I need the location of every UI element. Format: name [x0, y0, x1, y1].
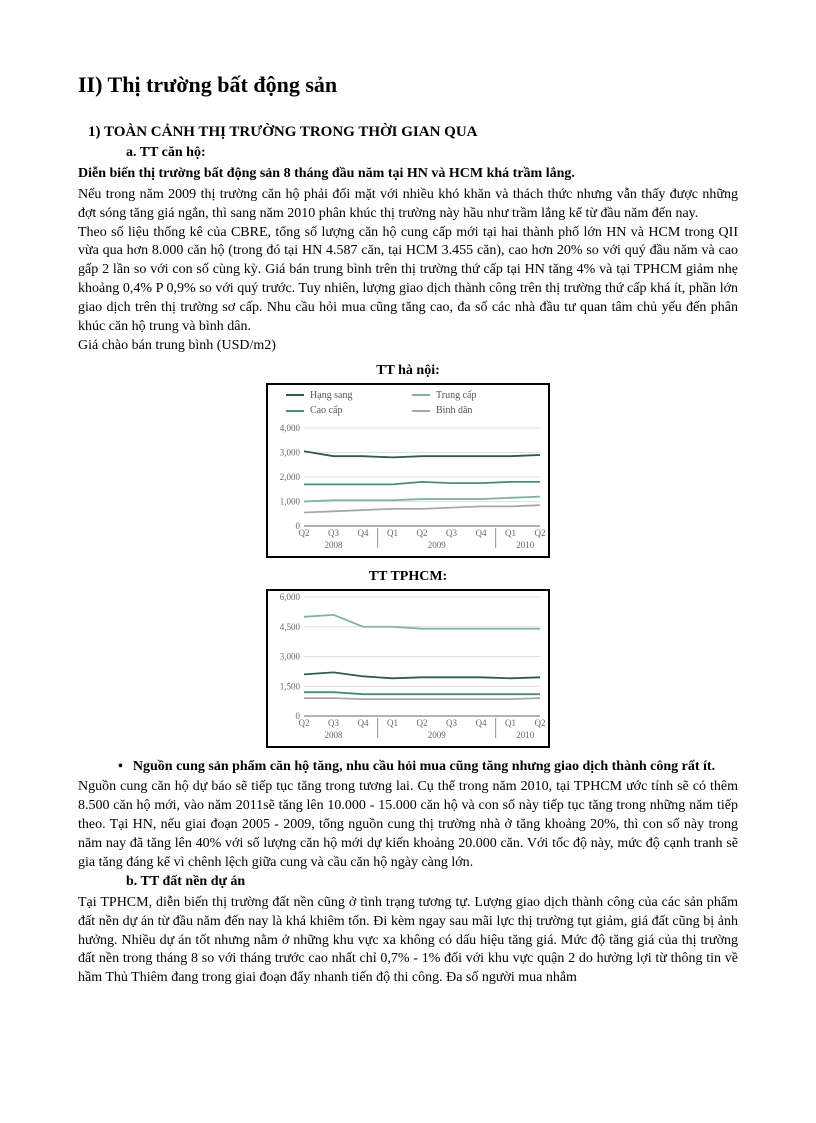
svg-text:Q3: Q3 — [446, 718, 457, 728]
legend-item: Cao cấp — [286, 404, 412, 418]
svg-text:Q3: Q3 — [446, 528, 457, 538]
paragraph-2: Theo số liệu thống kê của CBRE, tổng số … — [78, 224, 738, 337]
svg-text:Q2: Q2 — [417, 718, 428, 728]
svg-text:Q2: Q2 — [535, 528, 546, 538]
svg-text:Q2: Q2 — [299, 528, 310, 538]
legend-swatch — [286, 394, 304, 396]
paragraph-1: Nếu trong năm 2009 thị trường căn hộ phả… — [78, 186, 738, 224]
heading-1a: a. TT căn hộ: — [126, 144, 738, 163]
svg-text:Q3: Q3 — [328, 528, 339, 538]
svg-text:2009: 2009 — [428, 730, 447, 740]
bullet-dot-icon: • — [118, 758, 123, 777]
legend-item: Trung cấp — [412, 389, 538, 403]
chart-1-wrap: Hạng sangTrung cấpCao cấpBình dân 01,000… — [78, 383, 738, 558]
svg-text:4,500: 4,500 — [280, 621, 301, 631]
chart-2-box: 01,5003,0004,5006,000Q2Q3Q4Q1Q2Q3Q4Q1Q22… — [266, 589, 550, 748]
chart-1-legend: Hạng sang Trung cấp Cao cấp Bình dân — [268, 385, 548, 422]
svg-text:2008: 2008 — [325, 730, 344, 740]
svg-text:Q4: Q4 — [358, 528, 369, 538]
svg-text:1,500: 1,500 — [280, 681, 301, 691]
chart-1-box: Hạng sangTrung cấpCao cấpBình dân 01,000… — [266, 383, 550, 558]
svg-text:2008: 2008 — [325, 540, 344, 550]
heading-1: 1) TOÀN CẢNH THỊ TRƯỜNG TRONG THỜI GIAN … — [88, 122, 738, 142]
bullet-1-text: Nguồn cung sản phẩm căn hộ tăng, nhu cầu… — [133, 758, 715, 777]
svg-text:Q4: Q4 — [476, 718, 487, 728]
svg-text:Q2: Q2 — [299, 718, 310, 728]
page-title: II) Thị trường bất động sản — [78, 70, 738, 100]
legend-swatch — [286, 410, 304, 412]
svg-text:Q3: Q3 — [328, 718, 339, 728]
chart-2-wrap: 01,5003,0004,5006,000Q2Q3Q4Q1Q2Q3Q4Q1Q22… — [78, 589, 738, 748]
heading-1b: b. TT đất nền dự án — [126, 873, 738, 892]
legend-label: Hạng sang — [310, 389, 353, 403]
svg-text:Q2: Q2 — [535, 718, 546, 728]
legend-item: Hạng sang — [286, 389, 412, 403]
legend-label: Bình dân — [436, 404, 472, 418]
chart-2-caption: TT TPHCM: — [78, 568, 738, 587]
svg-text:Q1: Q1 — [387, 528, 398, 538]
paragraph-4: Nguồn cung căn hộ dự báo sẽ tiếp tục tăn… — [78, 778, 738, 872]
svg-text:1,000: 1,000 — [280, 496, 301, 506]
chart-1-plot: 01,0002,0003,0004,000Q2Q3Q4Q1Q2Q3Q4Q1Q22… — [268, 422, 548, 556]
svg-text:3,000: 3,000 — [280, 447, 301, 457]
svg-text:2010: 2010 — [516, 540, 535, 550]
legend-item: Bình dân — [412, 404, 538, 418]
document-page: II) Thị trường bất động sản 1) TOÀN CẢNH… — [0, 0, 816, 1123]
svg-text:Q4: Q4 — [476, 528, 487, 538]
chart-2-plot: 01,5003,0004,5006,000Q2Q3Q4Q1Q2Q3Q4Q1Q22… — [268, 591, 548, 746]
svg-text:4,000: 4,000 — [280, 423, 301, 433]
svg-text:Q4: Q4 — [358, 718, 369, 728]
legend-label: Cao cấp — [310, 404, 343, 418]
paragraph-3: Giá chào bán trung bình (USD/m2) — [78, 337, 738, 356]
svg-text:2010: 2010 — [516, 730, 535, 740]
paragraph-5: Tại TPHCM, diễn biến thị trường đất nền … — [78, 894, 738, 988]
legend-swatch — [412, 410, 430, 412]
svg-text:Q1: Q1 — [505, 528, 516, 538]
svg-text:2,000: 2,000 — [280, 472, 301, 482]
svg-text:Q1: Q1 — [505, 718, 516, 728]
bold-intro: Diễn biến thị trường bất động sản 8 thán… — [78, 165, 738, 184]
svg-text:2009: 2009 — [428, 540, 447, 550]
svg-text:Q1: Q1 — [387, 718, 398, 728]
bullet-1: • Nguồn cung sản phẩm căn hộ tăng, nhu c… — [118, 758, 738, 777]
legend-swatch — [412, 394, 430, 396]
svg-text:Q2: Q2 — [417, 528, 428, 538]
legend-label: Trung cấp — [436, 389, 476, 403]
svg-text:6,000: 6,000 — [280, 592, 301, 602]
chart-1-caption: TT hà nội: — [78, 362, 738, 381]
svg-text:3,000: 3,000 — [280, 651, 301, 661]
